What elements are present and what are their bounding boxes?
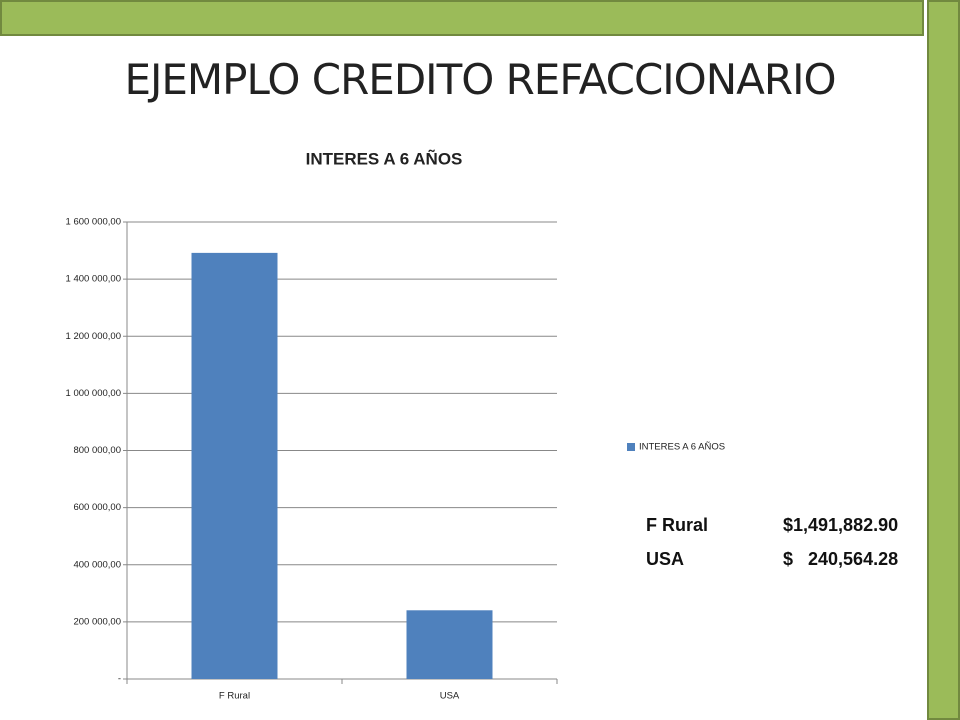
table-row: USA $ 240,564.28	[640, 542, 898, 576]
y-tick-label: 400 000,00	[73, 559, 121, 570]
y-tick-label: -	[118, 674, 121, 685]
y-tick-label: 800 000,00	[73, 445, 121, 456]
y-tick-label: 1 200 000,00	[66, 331, 121, 342]
x-tick-label: USA	[440, 691, 460, 702]
table-cell: F Rural	[646, 514, 709, 535]
y-tick-label: 200 000,00	[73, 616, 121, 627]
y-tick-label: 600 000,00	[73, 502, 121, 513]
chart: INTERES A 6 AÑOS - 200 000,00 400 000,00 60…	[66, 148, 726, 702]
y-tick-label: 1 400 000,00	[66, 274, 121, 285]
y-tick-label: 1 600 000,00	[66, 217, 121, 228]
chart-title: INTERES A 6 AÑOS	[306, 148, 463, 168]
bar	[406, 610, 493, 679]
legend-swatch	[627, 443, 635, 451]
y-tick-label: 1 000 000,00	[66, 388, 121, 399]
slide-title: EJEMPLO CREDITO REFACCIONARIO	[124, 55, 836, 104]
side-bar	[927, 0, 960, 720]
bar	[191, 252, 278, 679]
table-cell: USA	[646, 548, 685, 569]
value-table: F Rural $1,491,882.90 USA $ 240,564.28	[640, 508, 898, 576]
legend-label: INTERES A 6 AÑOS	[639, 442, 725, 453]
top-bar	[0, 0, 924, 36]
table-row: F Rural $1,491,882.90	[640, 508, 898, 542]
table-cell: $1,491,882.90	[783, 514, 899, 535]
table-cell: $ 240,564.28	[783, 548, 899, 569]
x-tick-label: F Rural	[219, 691, 250, 702]
